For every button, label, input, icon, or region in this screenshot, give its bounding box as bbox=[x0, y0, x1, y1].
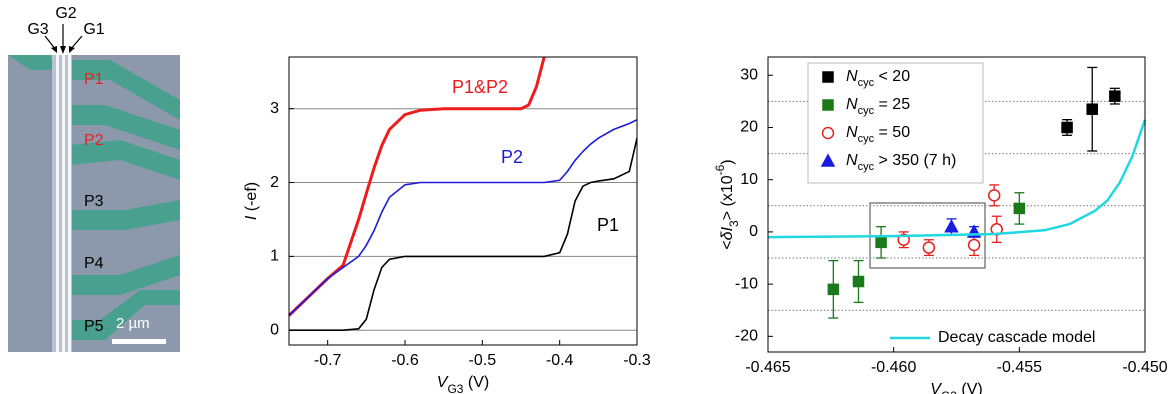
figure: G3 G2 G1 P1 P2 P3 P4 P5 2 µm -0.7-0.6-0.… bbox=[0, 0, 1170, 394]
chart: -0.7 -0.6 -0.5 -0.4 -0.3 0 1 2 3 P1&P2 P2 P1 bbox=[270, 57, 651, 369]
legend-symbol: N bbox=[846, 96, 858, 113]
axis-label-part: G3 bbox=[941, 389, 957, 394]
gate-g2 bbox=[62, 55, 65, 352]
legend-subscript: cyc bbox=[858, 77, 875, 89]
marker bbox=[923, 242, 934, 253]
legend-symbol: N bbox=[846, 152, 858, 169]
legend-symbol: N bbox=[846, 68, 858, 85]
y-tick-label: 0 bbox=[270, 321, 279, 338]
y-tick-label: 20 bbox=[740, 119, 758, 136]
arrow-head bbox=[69, 46, 75, 53]
axis-label: I (-ef) bbox=[243, 182, 260, 220]
axis-label-part: δI bbox=[719, 226, 736, 240]
pump-label: P5 bbox=[84, 318, 104, 335]
series-label: P1&P2 bbox=[452, 77, 508, 97]
series-line bbox=[289, 138, 637, 330]
y-tick-label: 2 bbox=[270, 174, 279, 191]
axis-label: VG3 (V) bbox=[930, 381, 982, 394]
plot-frame bbox=[289, 57, 637, 345]
x-tick-label: -0.455 bbox=[997, 359, 1042, 376]
axis-label-part: ) bbox=[719, 159, 736, 164]
gate-label: G1 bbox=[83, 21, 104, 38]
scale-bar bbox=[112, 339, 166, 344]
arrow-heads bbox=[51, 46, 75, 54]
y-tick-label: 30 bbox=[740, 66, 758, 83]
legend-rest: > 350 (7 h) bbox=[874, 152, 956, 169]
axis-label: <δI3> (x10-6) bbox=[713, 159, 741, 249]
x-tick-label: -0.7 bbox=[314, 352, 342, 369]
x-tick-label: -0.4 bbox=[546, 352, 574, 369]
marker bbox=[1062, 122, 1072, 132]
gate-label: G2 bbox=[55, 5, 76, 22]
legend-rest: < 20 bbox=[874, 68, 910, 85]
scale-bar-label: 2 µm bbox=[116, 315, 150, 332]
legend-subscript: cyc bbox=[858, 161, 875, 173]
legend-subscript: cyc bbox=[858, 133, 875, 145]
series-label: P1 bbox=[597, 215, 619, 235]
marker bbox=[1014, 203, 1024, 213]
axis-label-part: > (x10 bbox=[719, 175, 736, 220]
legend-rest: = 25 bbox=[874, 96, 910, 113]
axis-label-part: G3 bbox=[447, 382, 463, 394]
y-tick-label: 3 bbox=[270, 100, 279, 117]
marker bbox=[969, 239, 980, 250]
y-tick-label: 10 bbox=[740, 171, 758, 188]
marker bbox=[828, 284, 838, 294]
series-line bbox=[289, 120, 637, 316]
y-tick-label: 0 bbox=[749, 223, 758, 240]
axis-label-part: (-ef) bbox=[243, 182, 260, 216]
legend-marker bbox=[823, 128, 834, 139]
legend-symbol: N bbox=[846, 124, 858, 141]
series-label: P2 bbox=[501, 147, 523, 167]
axis-label-part: (V) bbox=[463, 374, 489, 391]
x-tick-label: -0.465 bbox=[745, 359, 790, 376]
pump-label: P3 bbox=[84, 193, 104, 210]
y-tick-label: -20 bbox=[735, 328, 758, 345]
gate-label: G3 bbox=[27, 21, 48, 38]
y-tick-label: 1 bbox=[270, 248, 279, 265]
axis-label: VG3 (V) bbox=[437, 374, 489, 394]
axis-label-part: < bbox=[719, 240, 736, 249]
marker bbox=[1087, 104, 1097, 114]
y-tick-label: -10 bbox=[735, 275, 758, 292]
marker bbox=[853, 277, 863, 287]
gate-g3 bbox=[56, 55, 59, 352]
axis-label-part: -6 bbox=[713, 164, 727, 175]
legend-marker bbox=[823, 72, 833, 82]
marker bbox=[945, 221, 957, 232]
pump-label: P2 bbox=[84, 132, 104, 149]
pump-label: P4 bbox=[84, 255, 104, 272]
x-tick-label: -0.6 bbox=[391, 352, 419, 369]
chart: -0.465 -0.460 -0.455 -0.450 -20 -10 0 10 20 30 Ncy… bbox=[735, 57, 1168, 376]
gate-g1 bbox=[68, 55, 71, 352]
micrograph: G3 G2 G1 P1 P2 P3 P4 P5 2 µm bbox=[8, 5, 180, 352]
legend-rest: = 50 bbox=[874, 124, 910, 141]
axis-label-part: (V) bbox=[957, 381, 983, 394]
legend-subscript: cyc bbox=[858, 105, 875, 117]
marker bbox=[989, 190, 1000, 201]
pump-label: P1 bbox=[84, 71, 104, 88]
x-tick-label: -0.460 bbox=[871, 359, 916, 376]
x-tick-label: -0.5 bbox=[469, 352, 497, 369]
marker bbox=[876, 237, 886, 247]
x-tick-label: -0.3 bbox=[623, 352, 651, 369]
arrow-head bbox=[51, 46, 57, 53]
arrow-head bbox=[60, 46, 66, 54]
legend-marker bbox=[823, 100, 833, 110]
legend-label: Decay cascade model bbox=[938, 329, 1095, 346]
marker bbox=[1110, 91, 1120, 101]
x-tick-label: -0.450 bbox=[1122, 359, 1167, 376]
